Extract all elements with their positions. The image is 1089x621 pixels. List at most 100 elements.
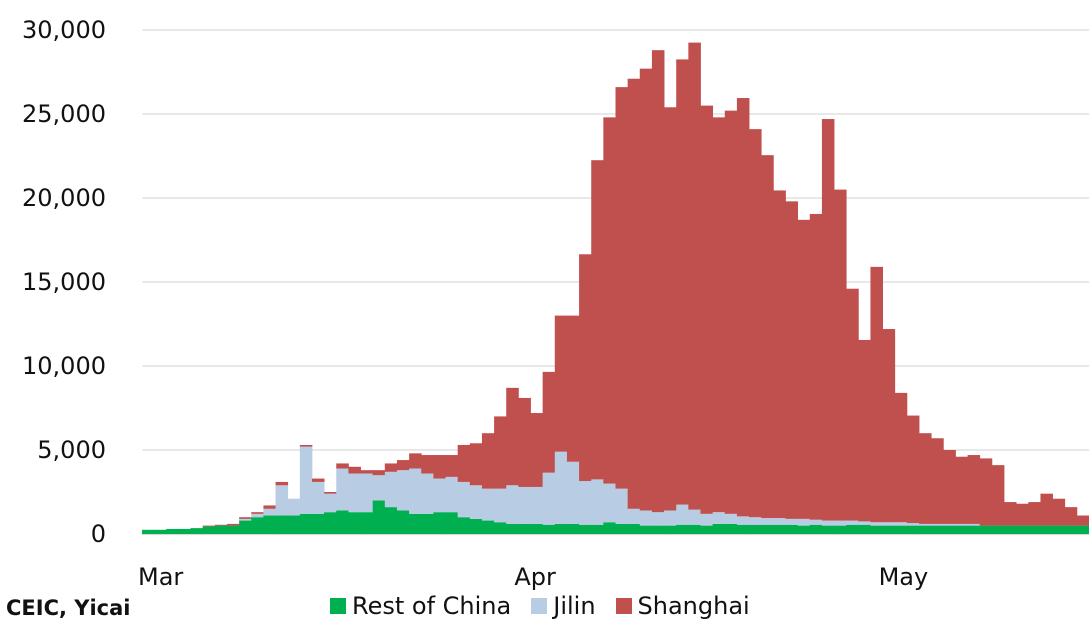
bar-rest-of-china (372, 500, 386, 534)
bar-rest-of-china (202, 526, 216, 534)
bar-jilin (761, 518, 774, 525)
bar-rest-of-china (348, 512, 361, 534)
bar-jilin (919, 523, 932, 526)
bar-shanghai (372, 470, 386, 476)
bar-rest-of-china (931, 525, 944, 534)
bar-jilin (251, 513, 264, 518)
bar-rest-of-china (1064, 525, 1078, 534)
bar-rest-of-china (239, 520, 252, 534)
bar-shanghai (834, 189, 847, 521)
bar-jilin (421, 473, 434, 514)
bar-jilin (409, 468, 422, 514)
bar-rest-of-china (142, 529, 155, 534)
bar-jilin (263, 508, 276, 516)
bar-jilin (275, 485, 289, 516)
y-tick-label: 0 (91, 520, 106, 548)
bar-rest-of-china (785, 524, 799, 534)
bar-shanghai (263, 505, 276, 509)
bar-jilin (882, 522, 896, 526)
bar-jilin (396, 470, 410, 511)
bar-jilin (724, 513, 738, 524)
y-tick-label: 15,000 (22, 268, 106, 296)
bar-rest-of-china (943, 525, 956, 534)
bar-jilin (603, 483, 616, 523)
x-tick-label: Apr (514, 563, 556, 591)
bar-jilin (360, 473, 374, 513)
bar-shanghai (736, 98, 750, 517)
bar-jilin (481, 488, 495, 521)
bar-rest-of-china (846, 524, 859, 534)
bar-rest-of-china (384, 507, 398, 534)
bar-shanghai (591, 160, 604, 480)
bar-shanghai (858, 339, 871, 522)
bar-rest-of-china (979, 525, 993, 534)
bar-shanghai (773, 190, 786, 519)
bar-shanghai (882, 329, 896, 523)
bar-rest-of-china (591, 524, 604, 534)
bar-shanghai (809, 213, 823, 520)
bar-shanghai (821, 119, 835, 521)
bar-shanghai (494, 416, 507, 489)
bar-jilin (736, 516, 750, 525)
bar-rest-of-china (1004, 525, 1017, 534)
legend-label-rest-of-china: Rest of China (352, 592, 512, 620)
bar-jilin (688, 509, 701, 525)
bar-jilin (433, 478, 446, 513)
bar-jilin (579, 481, 592, 525)
bar-rest-of-china (773, 524, 786, 534)
bar-jilin (384, 471, 398, 508)
bar-rest-of-china (664, 525, 677, 534)
bar-jilin (931, 523, 944, 526)
bar-rest-of-china (311, 513, 325, 534)
bar-jilin (372, 475, 386, 501)
bar-jilin (773, 518, 786, 525)
bar-shanghai (1052, 498, 1066, 526)
bar-shanghai (226, 523, 240, 526)
bar-rest-of-china (542, 524, 556, 534)
bar-jilin (943, 523, 956, 526)
bar-shanghai (1064, 507, 1078, 526)
bar-rest-of-china (870, 525, 883, 534)
bar-rest-of-china (1028, 525, 1041, 534)
bar-jilin (591, 479, 604, 525)
bar-jilin (858, 521, 871, 525)
bar-shanghai (1004, 502, 1017, 526)
bar-rest-of-china (275, 515, 289, 534)
bar-jilin (566, 461, 580, 524)
bar-jilin (311, 481, 325, 514)
bar-jilin (445, 476, 459, 513)
y-tick-label: 5,000 (37, 436, 106, 464)
bar-rest-of-china (797, 525, 811, 534)
bar-shanghai (955, 456, 968, 524)
bar-jilin (906, 523, 920, 526)
bar-rest-of-china (226, 525, 240, 534)
bar-shanghai (311, 478, 325, 482)
bar-rest-of-china (494, 522, 507, 534)
bar-rest-of-china (469, 518, 483, 534)
bar-shanghai (651, 50, 665, 513)
bar-shanghai (676, 59, 689, 505)
bar-jilin (639, 510, 653, 526)
bar-rest-of-china (1016, 525, 1029, 534)
bar-jilin (712, 512, 726, 524)
bar-shanghai (202, 525, 216, 527)
legend-label-jilin: Jilin (553, 592, 596, 620)
bar-shanghai (481, 433, 495, 489)
bar-rest-of-china (579, 524, 592, 534)
bar-jilin (821, 520, 835, 526)
bar-shanghai (579, 254, 592, 482)
bar-shanghai (846, 288, 859, 521)
bars-group (142, 42, 1089, 534)
bar-shanghai (603, 117, 616, 484)
bar-rest-of-china (749, 524, 762, 534)
bar-rest-of-china (154, 529, 167, 534)
bar-rest-of-china (457, 517, 471, 534)
bar-rest-of-china (639, 525, 653, 534)
bar-rest-of-china (736, 524, 750, 534)
bar-rest-of-china (1052, 525, 1066, 534)
bar-jilin (809, 519, 823, 525)
bar-jilin (469, 485, 483, 519)
bar-shanghai (749, 129, 762, 518)
bar-shanghai (1016, 503, 1029, 526)
